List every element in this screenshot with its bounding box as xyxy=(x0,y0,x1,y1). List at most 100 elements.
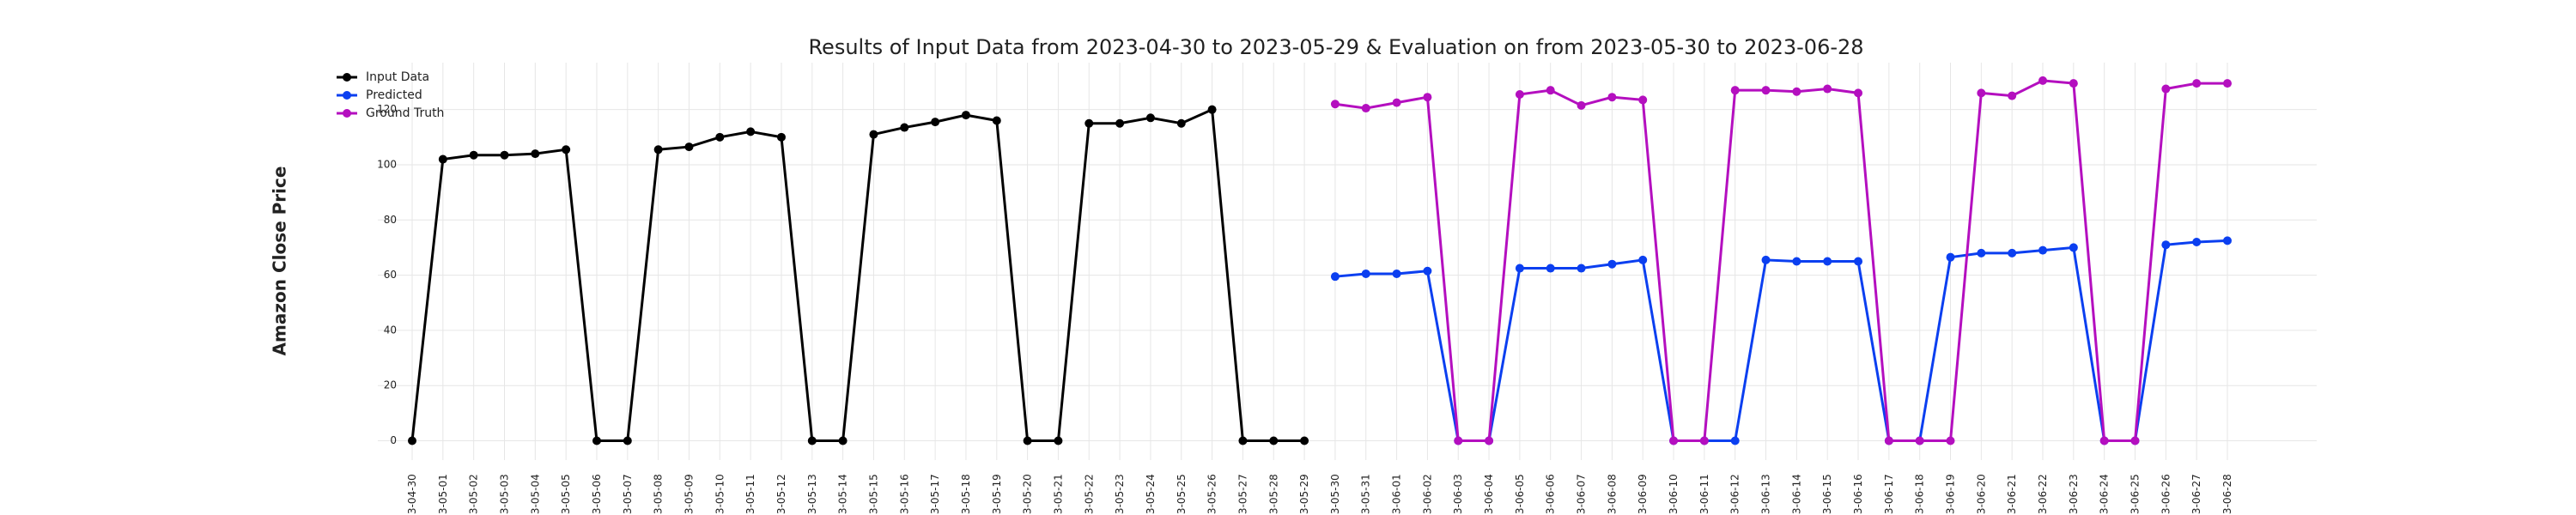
x-tick-label: 2023-05-30 xyxy=(1329,474,1341,515)
data-point xyxy=(2099,436,2109,445)
data-point xyxy=(1454,436,1463,445)
data-point xyxy=(1300,436,1309,445)
data-point xyxy=(1607,93,1617,102)
y-axis-label: Amazon Close Price xyxy=(270,167,290,356)
data-point xyxy=(931,118,940,127)
data-point xyxy=(1761,86,1771,95)
x-tick-label: 2023-06-20 xyxy=(1975,474,1987,515)
x-tick-label: 2023-06-02 xyxy=(1421,474,1433,515)
series-line xyxy=(1334,79,2227,442)
x-tick-label: 2023-05-14 xyxy=(837,474,849,515)
data-point xyxy=(1946,436,1955,445)
data-point xyxy=(2008,91,2017,100)
data-point xyxy=(1115,118,1125,128)
data-point xyxy=(807,436,817,445)
x-tick-label: 2023-06-18 xyxy=(1914,474,1926,515)
data-point xyxy=(1577,100,1586,110)
x-tick-label: 2023-05-20 xyxy=(1022,474,1034,515)
data-point xyxy=(1023,436,1032,445)
y-tick-label: 80 xyxy=(384,214,397,226)
data-point xyxy=(1269,436,1279,445)
x-tick-label: 2023-06-21 xyxy=(2006,474,2018,515)
x-tick-label: 2023-05-02 xyxy=(468,474,480,515)
x-tick-label: 2023-05-26 xyxy=(1206,474,1218,515)
data-point xyxy=(653,145,663,154)
data-point xyxy=(1361,104,1370,113)
data-point xyxy=(1577,264,1586,273)
x-tick-label: 2023-05-09 xyxy=(683,474,695,515)
legend-marker xyxy=(343,109,351,118)
data-point xyxy=(1361,269,1370,278)
data-point xyxy=(715,132,725,142)
data-point xyxy=(2038,76,2048,85)
x-tick-label: 2023-06-07 xyxy=(1576,474,1588,515)
data-point xyxy=(500,150,509,160)
x-tick-label: 2023-05-18 xyxy=(960,474,972,515)
data-point xyxy=(1084,118,1094,128)
x-tick-label: 2023-06-27 xyxy=(2190,474,2202,515)
x-tick-label: 2023-05-10 xyxy=(714,474,726,515)
x-tick-label: 2023-05-01 xyxy=(437,474,449,515)
y-tick-label: 40 xyxy=(384,324,397,336)
y-tick-label: 0 xyxy=(390,434,397,446)
x-tick-label: 2023-05-31 xyxy=(1360,474,1372,515)
data-point xyxy=(1176,118,1186,128)
data-point xyxy=(1977,88,1986,98)
x-tick-label: 2023-06-03 xyxy=(1452,474,1464,515)
y-tick-label: 100 xyxy=(377,158,397,170)
data-point xyxy=(1761,255,1771,264)
x-tick-label: 2023-05-17 xyxy=(929,474,941,515)
x-tick-label: 2023-06-06 xyxy=(1545,474,1557,515)
x-tick-label: 2023-06-24 xyxy=(2099,474,2111,515)
data-point xyxy=(684,142,694,152)
data-point xyxy=(900,123,909,132)
data-point xyxy=(623,436,632,445)
x-tick-label: 2023-05-23 xyxy=(1114,474,1126,515)
x-tick-label: 2023-06-22 xyxy=(2037,474,2049,515)
data-point xyxy=(1207,105,1217,114)
x-tick-label: 2023-05-16 xyxy=(898,474,910,515)
data-point xyxy=(1823,257,1832,266)
legend-marker xyxy=(343,73,351,82)
x-tick-label: 2023-06-13 xyxy=(1760,474,1772,515)
x-tick-label: 2023-05-27 xyxy=(1236,474,1249,515)
data-point xyxy=(2069,79,2078,88)
x-tick-label: 2023-06-01 xyxy=(1391,474,1403,515)
x-tick-label: 2023-05-22 xyxy=(1083,474,1095,515)
x-tick-label: 2023-05-25 xyxy=(1176,474,1188,515)
data-point xyxy=(1515,264,1524,273)
data-point xyxy=(1607,259,1617,269)
data-point xyxy=(2192,79,2202,88)
data-point xyxy=(1423,266,1432,276)
data-point xyxy=(438,154,447,164)
x-tick-label: 2023-05-04 xyxy=(529,474,541,515)
series-line xyxy=(410,107,1305,442)
data-point xyxy=(1392,269,1401,278)
x-tick-label: 2023-06-05 xyxy=(1514,474,1526,515)
data-point xyxy=(592,436,601,445)
x-tick-label: 2023-05-21 xyxy=(1052,474,1064,515)
data-point xyxy=(746,127,756,136)
data-point xyxy=(1884,436,1893,445)
x-tick-label: 2023-05-05 xyxy=(560,474,572,515)
data-point xyxy=(2008,248,2017,258)
data-point xyxy=(1946,252,1955,262)
data-point xyxy=(1392,98,1401,107)
data-point xyxy=(1977,248,1986,258)
data-point xyxy=(1792,257,1801,266)
x-tick-label: 2023-04-30 xyxy=(406,474,418,515)
data-point xyxy=(408,436,416,445)
x-tick-label: 2023-05-29 xyxy=(1298,474,1310,515)
data-point xyxy=(1669,436,1679,445)
data-point xyxy=(2130,436,2140,445)
legend: Input Data Predicted Ground Truth xyxy=(337,70,444,120)
data-point xyxy=(961,111,970,120)
x-tick-label: 2023-05-06 xyxy=(591,474,603,515)
series-line xyxy=(1334,239,2228,442)
x-tick-label: 2023-06-17 xyxy=(1883,474,1895,515)
data-point xyxy=(992,116,1001,125)
data-point xyxy=(1823,84,1832,94)
x-tick-label: 2023-06-12 xyxy=(1729,474,1741,515)
data-point xyxy=(1730,436,1740,445)
